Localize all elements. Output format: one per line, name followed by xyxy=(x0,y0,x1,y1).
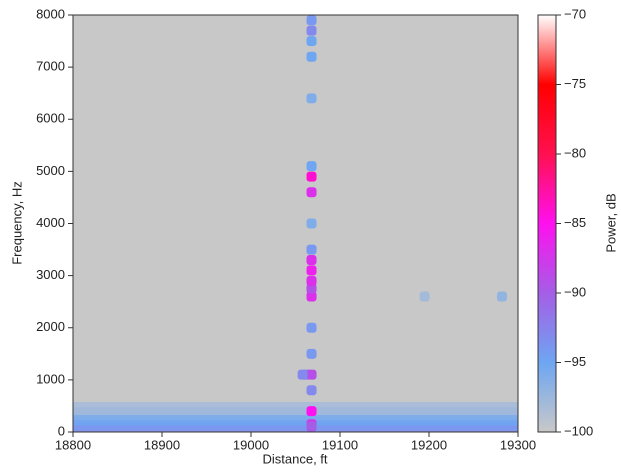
heatmap-cell xyxy=(306,51,317,62)
heatmap-cell xyxy=(306,254,317,265)
y-axis-label: Frequency, Hz xyxy=(9,181,24,265)
heatmap-cell xyxy=(306,348,317,359)
y-tick-label: 5000 xyxy=(36,163,65,178)
heatmap-cell xyxy=(306,283,317,294)
heatmap-cell xyxy=(306,244,317,255)
colorbar-tick-label: −75 xyxy=(564,76,586,91)
x-tick-label: 18800 xyxy=(55,437,91,452)
heatmap-background xyxy=(73,15,518,432)
heatmap-band xyxy=(73,402,518,416)
heatmap-cell xyxy=(306,275,317,286)
x-tick-label: 19300 xyxy=(500,437,536,452)
heatmap-cell xyxy=(306,25,317,36)
y-tick-label: 6000 xyxy=(36,111,65,126)
y-tick-label: 1000 xyxy=(36,371,65,386)
heatmap-cell xyxy=(306,421,317,432)
x-tick-label: 19200 xyxy=(411,437,447,452)
colorbar-tick-label: −95 xyxy=(564,354,586,369)
x-tick-label: 19100 xyxy=(322,437,358,452)
y-tick-label: 0 xyxy=(58,423,65,438)
colorbar-label: Power, dB xyxy=(603,193,618,252)
heatmap-cell xyxy=(306,291,317,302)
heatmap-cell xyxy=(306,161,317,172)
colorbar-tick-label: −90 xyxy=(564,284,586,299)
colorbar-tick-label: −70 xyxy=(564,6,586,21)
colorbar xyxy=(537,14,557,433)
heatmap-cell xyxy=(306,93,317,104)
heatmap-cell xyxy=(496,291,507,302)
y-tick-label: 4000 xyxy=(36,215,65,230)
colorbar-tick-label: −80 xyxy=(564,145,586,160)
heatmap-cell xyxy=(306,406,317,417)
heatmap-cell xyxy=(306,218,317,229)
heatmap-cell xyxy=(297,369,308,380)
heatmap-cell xyxy=(306,171,317,182)
x-axis-label: Distance, ft xyxy=(262,451,327,466)
heatmap-cell xyxy=(306,36,317,47)
x-tick-label: 18900 xyxy=(144,437,180,452)
heatmap-cell xyxy=(306,385,317,396)
colorbar-tick-label: −85 xyxy=(564,215,586,230)
colorbar-tick-label: −100 xyxy=(564,423,593,438)
y-tick-label: 7000 xyxy=(36,59,65,74)
y-tick-label: 8000 xyxy=(36,6,65,21)
heatmap-cell xyxy=(306,322,317,333)
heatmap-cell xyxy=(306,369,317,380)
x-tick-label: 19000 xyxy=(233,437,269,452)
heatmap-cell xyxy=(306,265,317,276)
y-tick-label: 2000 xyxy=(36,319,65,334)
heatmap-cell xyxy=(419,291,430,302)
heatmap-cell xyxy=(306,15,317,26)
y-tick-label: 3000 xyxy=(36,267,65,282)
heatmap-cell xyxy=(306,187,317,198)
